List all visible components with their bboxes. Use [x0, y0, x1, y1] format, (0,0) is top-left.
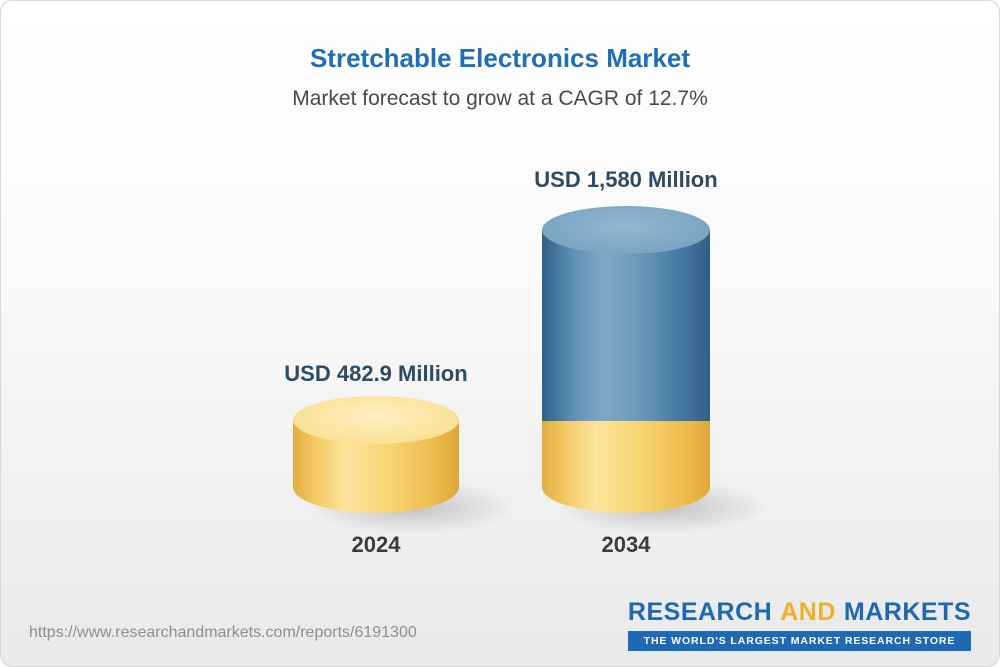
category-label-2024: 2024 — [351, 532, 401, 557]
value-label-2024: USD 482.9 Million — [284, 361, 468, 386]
cylinder-top-ellipse — [293, 396, 459, 444]
value-label-2034: USD 1,580 Million — [534, 167, 718, 192]
logo-wordmark: RESEARCH AND MARKETS — [628, 598, 971, 627]
cylinder-base-yellow — [542, 421, 710, 513]
bar-2024-cylinder — [293, 396, 459, 513]
logo-tagline: THE WORLD'S LARGEST MARKET RESEARCH STOR… — [627, 631, 971, 651]
source-url-link[interactable]: https://www.researchandmarkets.com/repor… — [29, 624, 417, 641]
cylinder-body-blue — [542, 230, 710, 421]
chart-title: Stretchable Electronics Market — [309, 43, 691, 73]
logo-word-and: AND — [780, 598, 836, 626]
research-and-markets-logo: RESEARCH AND MARKETS THE WORLD'S LARGEST… — [627, 598, 971, 651]
logo-word-markets: MARKETS — [843, 598, 971, 626]
bar-2034-cylinder — [542, 206, 710, 513]
chart-subtitle: Market forecast to grow at a CAGR of 12.… — [292, 87, 708, 110]
category-label-2034: 2034 — [601, 532, 651, 557]
logo-word-research: RESEARCH — [627, 598, 773, 626]
cylinder-top-ellipse — [542, 206, 710, 254]
